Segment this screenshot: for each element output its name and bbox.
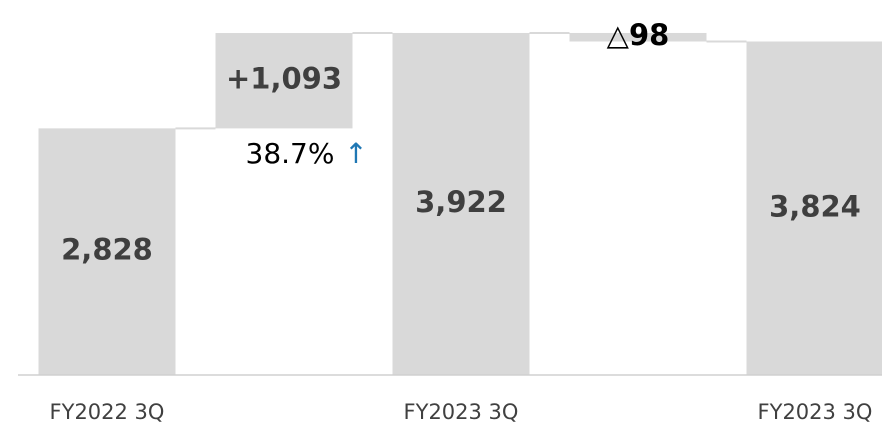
x-tick-label: FY2023 3Q xyxy=(758,400,873,424)
value-label: +1,093 xyxy=(226,62,342,96)
annotation: 38.7% xyxy=(246,137,335,170)
x-tick-label: FY2022 3Q xyxy=(50,400,165,424)
value-label: 2,828 xyxy=(61,233,153,267)
bar xyxy=(746,41,882,375)
value-label: △98 xyxy=(607,18,670,52)
bar xyxy=(569,32,707,42)
value-label: 3,922 xyxy=(415,185,507,219)
bar xyxy=(215,33,353,129)
x-tick-label: FY2023 3Q xyxy=(404,400,519,424)
bar xyxy=(392,32,530,375)
annotation: ↑ xyxy=(344,137,367,170)
value-label: 3,824 xyxy=(769,189,861,223)
bar xyxy=(38,128,176,375)
